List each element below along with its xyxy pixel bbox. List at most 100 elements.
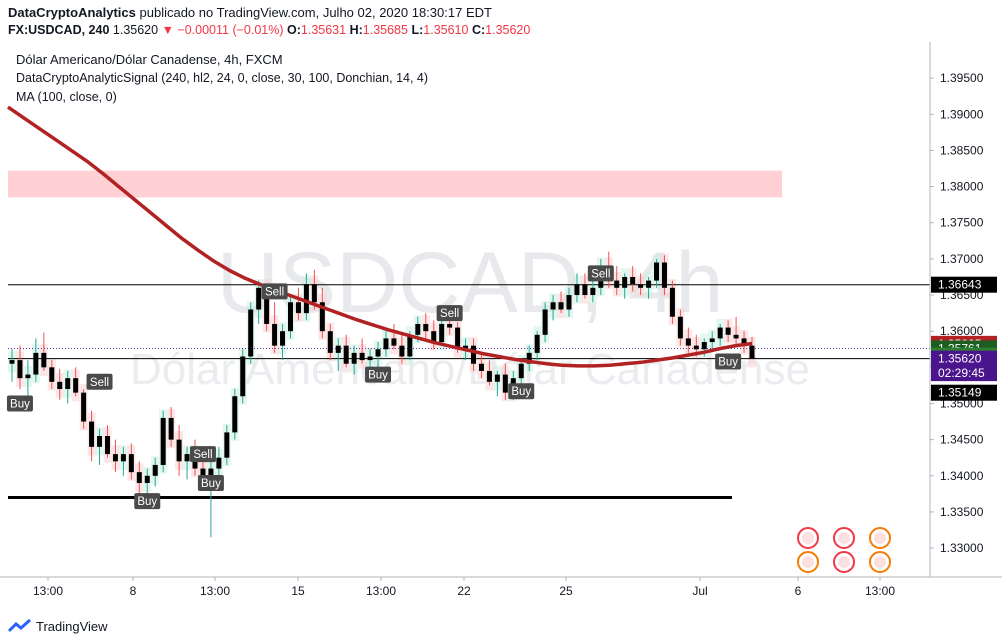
candle[interactable]: [717, 323, 723, 346]
sell-signal-label[interactable]: Sell: [86, 373, 113, 390]
candle[interactable]: [184, 446, 190, 480]
candle[interactable]: [25, 360, 31, 397]
candle[interactable]: [518, 360, 524, 386]
candle[interactable]: [303, 273, 309, 321]
economic-event-icon[interactable]: [833, 527, 855, 549]
economic-event-icon[interactable]: [833, 551, 855, 573]
candle[interactable]: [749, 336, 755, 360]
tradingview-logo[interactable]: TradingView: [8, 618, 108, 634]
candle[interactable]: [661, 255, 667, 296]
candle[interactable]: [128, 443, 134, 480]
candle[interactable]: [176, 425, 182, 476]
legend-ma[interactable]: MA (100, close, 0): [16, 90, 117, 104]
candle[interactable]: [112, 439, 118, 473]
candle[interactable]: [494, 370, 500, 397]
buy-signal-label[interactable]: Buy: [508, 383, 535, 400]
candle[interactable]: [622, 273, 628, 299]
candle[interactable]: [534, 331, 540, 361]
candle[interactable]: [57, 368, 63, 400]
sell-signal-label[interactable]: Sell: [261, 283, 288, 300]
candle[interactable]: [423, 313, 429, 339]
candle[interactable]: [614, 266, 620, 296]
candle[interactable]: [319, 287, 325, 339]
candle[interactable]: [383, 331, 389, 357]
candle[interactable]: [654, 258, 660, 288]
candle[interactable]: [542, 302, 548, 343]
candle[interactable]: [327, 323, 333, 361]
candle[interactable]: [65, 370, 71, 404]
candle[interactable]: [471, 338, 477, 371]
candle[interactable]: [89, 410, 95, 462]
candle[interactable]: [144, 468, 150, 494]
candle[interactable]: [566, 287, 572, 317]
economic-event-icon[interactable]: [869, 527, 891, 549]
candle[interactable]: [49, 360, 55, 390]
candle[interactable]: [669, 280, 675, 324]
chart-area[interactable]: USDCAD, 4h Dólar Americano/Dólar Canaden…: [0, 42, 1002, 606]
buy-signal-label[interactable]: Buy: [365, 366, 392, 383]
candle[interactable]: [431, 320, 437, 350]
candle[interactable]: [335, 338, 341, 371]
candle[interactable]: [391, 323, 397, 350]
candle[interactable]: [558, 291, 564, 314]
candle[interactable]: [574, 273, 580, 303]
price-chart[interactable]: USDCAD, 4h Dólar Americano/Dólar Canaden…: [0, 42, 1002, 606]
legend-indicator[interactable]: DataCryptoAnalyticSignal (240, hl2, 24, …: [16, 71, 429, 85]
candle[interactable]: [399, 334, 405, 364]
candle[interactable]: [120, 446, 126, 476]
candle[interactable]: [136, 461, 142, 498]
candle[interactable]: [248, 302, 254, 364]
buy-signal-label[interactable]: Buy: [6, 395, 33, 412]
candle[interactable]: [709, 331, 715, 350]
candle[interactable]: [280, 323, 286, 361]
candle[interactable]: [685, 327, 691, 353]
candle[interactable]: [81, 389, 87, 429]
economic-event-icon[interactable]: [797, 551, 819, 573]
candle[interactable]: [168, 407, 174, 447]
candle[interactable]: [582, 273, 588, 299]
candle[interactable]: [590, 280, 596, 303]
candle[interactable]: [439, 320, 445, 346]
candle[interactable]: [375, 342, 381, 368]
candle[interactable]: [224, 425, 230, 465]
candle[interactable]: [550, 295, 556, 321]
buy-signal-label[interactable]: Buy: [134, 493, 161, 510]
candle[interactable]: [216, 446, 222, 480]
sell-signal-label[interactable]: Sell: [189, 446, 216, 463]
candle[interactable]: [741, 331, 747, 353]
candle[interactable]: [343, 334, 349, 368]
candle[interactable]: [41, 332, 47, 371]
candle[interactable]: [478, 352, 484, 379]
sell-signal-label[interactable]: Sell: [436, 305, 463, 322]
buy-signal-label[interactable]: Buy: [197, 475, 224, 492]
candle[interactable]: [733, 316, 739, 346]
candle[interactable]: [232, 389, 238, 440]
candle[interactable]: [725, 320, 731, 343]
candle[interactable]: [677, 309, 683, 346]
candle[interactable]: [208, 461, 214, 538]
candle[interactable]: [295, 287, 301, 321]
candle[interactable]: [9, 349, 15, 382]
candle[interactable]: [104, 425, 110, 458]
candle[interactable]: [73, 367, 79, 397]
candle[interactable]: [502, 363, 508, 400]
candle[interactable]: [287, 295, 293, 339]
economic-event-icon[interactable]: [869, 551, 891, 573]
candle[interactable]: [97, 428, 103, 465]
candle[interactable]: [160, 410, 166, 473]
candle[interactable]: [240, 349, 246, 404]
candle[interactable]: [359, 338, 365, 364]
candle[interactable]: [646, 276, 652, 299]
moving-average-line[interactable]: [7, 105, 753, 368]
buy-signal-label[interactable]: Buy: [715, 353, 742, 370]
candle[interactable]: [638, 273, 644, 296]
candle[interactable]: [17, 345, 23, 390]
economic-event-icon[interactable]: [797, 527, 819, 549]
candle[interactable]: [351, 345, 357, 375]
candle[interactable]: [486, 360, 492, 386]
resistance-zone[interactable]: [8, 170, 782, 198]
candle[interactable]: [526, 345, 532, 371]
candle[interactable]: [630, 266, 636, 292]
author-name[interactable]: DataCryptoAnalytics: [8, 5, 136, 20]
sell-signal-label[interactable]: Sell: [587, 265, 614, 282]
